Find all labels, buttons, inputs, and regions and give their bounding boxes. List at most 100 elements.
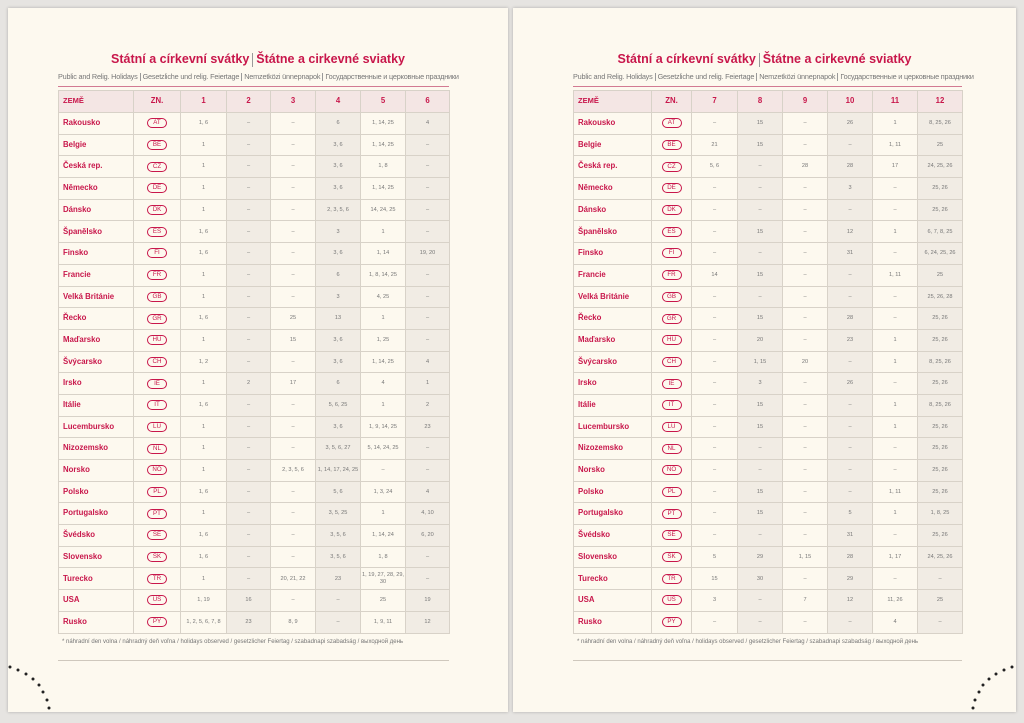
header-row: ZEMĚ ZN. 1 2 3 4 5 6 bbox=[58, 90, 450, 113]
code-cell: US bbox=[133, 589, 181, 612]
code-cell: FI bbox=[133, 242, 181, 265]
holiday-days: 1, 2 bbox=[180, 350, 227, 374]
country-code: FR bbox=[661, 270, 682, 281]
holiday-days: 5 bbox=[827, 502, 873, 526]
holiday-days: – bbox=[226, 480, 271, 504]
country: Česká rep. bbox=[58, 155, 134, 179]
country: Belgie bbox=[573, 133, 652, 157]
holiday-days: – bbox=[315, 589, 361, 612]
holiday-days: 25 bbox=[917, 133, 963, 157]
holiday-days: 1, 6 bbox=[180, 480, 227, 504]
holiday-days: – bbox=[872, 198, 918, 222]
code-cell: TR bbox=[651, 567, 692, 591]
holiday-days: – bbox=[782, 285, 828, 309]
holiday-days: 25, 26 bbox=[917, 307, 963, 330]
holiday-days: – bbox=[226, 263, 271, 287]
holiday-days: – bbox=[405, 307, 450, 330]
holiday-days: – bbox=[782, 133, 828, 157]
holiday-days: 15 bbox=[737, 502, 783, 526]
holiday-days: – bbox=[270, 198, 316, 222]
holiday-days: 24, 25, 26 bbox=[917, 155, 963, 179]
holiday-days: 1 bbox=[872, 393, 918, 417]
holiday-days: – bbox=[226, 502, 271, 526]
holiday-days: – bbox=[737, 285, 783, 309]
row: Lucembursko LU –15– –1 25, 26 bbox=[573, 415, 963, 439]
holiday-days: – bbox=[782, 393, 828, 417]
holiday-days: – bbox=[691, 459, 738, 482]
row: Norsko NO – – – – –25, 26 bbox=[573, 459, 963, 482]
row: Rakousko AT –15–26 1 8, 25, 26 bbox=[573, 112, 963, 135]
holiday-days: 25 bbox=[917, 263, 963, 287]
header-cell: 8 bbox=[737, 90, 783, 113]
holiday-days: 3, 5, 6, 27 bbox=[315, 437, 361, 460]
holiday-days: 8, 25, 26 bbox=[917, 350, 963, 374]
holiday-days: – bbox=[691, 198, 738, 222]
country-code: DE bbox=[661, 183, 682, 194]
row: Itálie IT –15– –1 8, 25, 26 bbox=[573, 393, 963, 417]
holiday-days: – bbox=[691, 242, 738, 265]
holiday-days: – bbox=[360, 459, 406, 482]
row: USA US 3–7 12 11, 26 25 bbox=[573, 589, 963, 612]
holiday-days: – bbox=[917, 610, 963, 634]
country: Lucembursko bbox=[573, 415, 652, 439]
holiday-days: 4 bbox=[872, 610, 918, 634]
holiday-days: 1 bbox=[360, 502, 406, 526]
holiday-days: 3, 6 bbox=[315, 242, 361, 265]
header-cell: ZEMĚ bbox=[58, 90, 134, 113]
holiday-days: – bbox=[270, 480, 316, 504]
country-code: NL bbox=[661, 443, 682, 454]
header-cell: 11 bbox=[872, 90, 918, 113]
country-code: LU bbox=[147, 421, 167, 432]
code-cell: US bbox=[651, 589, 692, 612]
holiday-days: 14 bbox=[691, 263, 738, 287]
code-cell: DE bbox=[133, 177, 181, 200]
subtitle: Public and Relig. Holidays Gesetzliche un… bbox=[58, 72, 459, 82]
holiday-days: 6, 24, 25, 26 bbox=[917, 242, 963, 265]
header-cell: 3 bbox=[270, 90, 316, 113]
country-code: US bbox=[661, 595, 682, 606]
holiday-days: 1, 8 bbox=[360, 155, 406, 179]
holiday-days: – bbox=[827, 437, 873, 460]
country-code: FI bbox=[147, 248, 167, 259]
subtitle-part: Государственные и церковные праздники bbox=[840, 72, 974, 81]
holiday-days: 2, 3, 5, 6 bbox=[270, 459, 316, 482]
holiday-days: 29 bbox=[827, 567, 873, 591]
row: Rusko PY – – – –4– bbox=[573, 610, 963, 634]
holiday-days: – bbox=[226, 177, 271, 200]
holiday-days: – bbox=[405, 545, 450, 569]
holiday-days: 1, 6 bbox=[180, 307, 227, 330]
country: USA bbox=[573, 589, 652, 612]
country-code: US bbox=[147, 595, 167, 606]
country-code: DK bbox=[147, 205, 167, 216]
holiday-table: ZEMĚ ZN. 7 8 9 10 11 12 Rakousko AT –15–26 1 8, 25, … bbox=[573, 90, 963, 634]
holiday-days: 25, 26, 28 bbox=[917, 285, 963, 309]
holiday-days: 19 bbox=[405, 589, 450, 612]
right-page: Státní a církevní svátky Štátne a cirkevn… bbox=[513, 8, 1016, 712]
code-cell: GB bbox=[133, 285, 181, 309]
code-cell: ES bbox=[133, 220, 181, 244]
holiday-days: 1 bbox=[180, 198, 227, 222]
row: Finsko FI – – –31–6, 24, 25, 26 bbox=[573, 242, 963, 265]
holiday-days: – bbox=[405, 220, 450, 244]
holiday-days: – bbox=[226, 350, 271, 374]
holiday-days: 25, 26 bbox=[917, 524, 963, 547]
row: Maďarsko HU –20–23 1 25, 26 bbox=[573, 328, 963, 352]
country-code: CH bbox=[661, 356, 682, 367]
holiday-days: 6, 7, 8, 25 bbox=[917, 220, 963, 244]
holiday-days: – bbox=[872, 285, 918, 309]
country-code: GB bbox=[661, 291, 682, 302]
row: Česká rep. CZ 1– –3, 6 1, 8– bbox=[58, 155, 450, 179]
code-cell: DK bbox=[133, 198, 181, 222]
country-code: NL bbox=[147, 443, 167, 454]
code-cell: ES bbox=[651, 220, 692, 244]
row: Polsko PL 1, 6– –5, 6 1, 3, 24 4 bbox=[58, 480, 450, 504]
holiday-days: 15 bbox=[737, 133, 783, 157]
holiday-days: – bbox=[782, 502, 828, 526]
holiday-days: – bbox=[691, 307, 738, 330]
subtitle-part: Gesetzliche und relig. Feiertage bbox=[142, 72, 240, 81]
holiday-days: – bbox=[691, 437, 738, 460]
separator bbox=[322, 73, 324, 82]
country-code: ES bbox=[147, 226, 167, 237]
holiday-days: 1 bbox=[405, 372, 450, 395]
holiday-days: 1, 14, 17, 24, 25 bbox=[315, 459, 361, 482]
